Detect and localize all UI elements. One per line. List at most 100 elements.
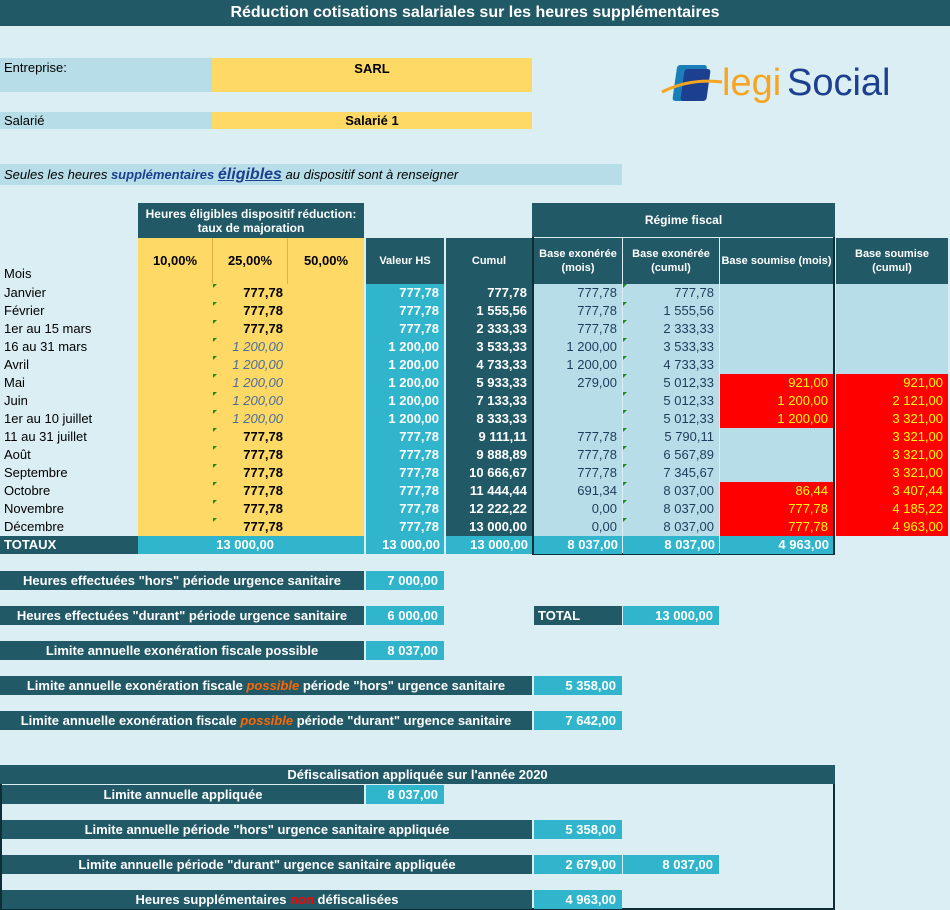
cell-cumul: 9 111,11 [446, 428, 532, 446]
cell-bsc: 3 321,00 [836, 464, 948, 482]
bem-column-bg [534, 284, 622, 536]
cell-r25[interactable]: 1 200,00 [232, 375, 283, 390]
cell-r25[interactable]: 777,78 [243, 303, 283, 318]
cell-valeur: 1 200,00 [366, 356, 444, 374]
salarie-value: Salarié 1 [345, 113, 399, 128]
legisocial-logo: legi Social [660, 60, 930, 110]
cell-r25[interactable]: 777,78 [243, 285, 283, 300]
comment-marker-icon [213, 410, 217, 414]
comment-marker-icon [213, 356, 217, 360]
cell-bem: 1 200,00 [566, 357, 617, 372]
defisc-lh-value: 5 358,00 [534, 820, 622, 839]
comment-marker-icon [623, 392, 627, 396]
cell-mois: 1er au 15 mars [4, 321, 92, 336]
cell-bsc [836, 356, 948, 374]
header-base-soumise-mois: Base soumise (mois) [720, 238, 833, 284]
durant-value: 6 000,00 [366, 606, 444, 625]
defisc-ld-total: 8 037,00 [623, 855, 719, 874]
comment-marker-icon [213, 428, 217, 432]
limite-hors-text-2: possible [246, 678, 300, 693]
cell-r25[interactable]: 777,78 [243, 465, 283, 480]
salarie-input[interactable]: Salarié 1 [212, 112, 532, 129]
cell-bem: 0,00 [591, 519, 617, 534]
comment-marker-icon [213, 392, 217, 396]
totals-cumul: 13 000,00 [446, 536, 532, 554]
limite-value: 8 037,00 [366, 641, 444, 660]
cell-bem [534, 410, 622, 428]
cell-bsm: 777,78 [720, 500, 833, 518]
cell-bsm: 1 200,00 [720, 392, 833, 410]
limite-hors-text-1: Limite annuelle exonération fiscale [26, 678, 247, 693]
cell-mois: Février [4, 303, 45, 318]
cell-cumul: 1 555,56 [446, 302, 532, 320]
defisc-frame [0, 765, 835, 910]
cell-r25[interactable]: 777,78 [243, 501, 283, 516]
cell-bec: 8 037,00 [663, 483, 714, 498]
cell-bec: 5 790,11 [664, 429, 714, 444]
cell-r25[interactable]: 777,78 [243, 447, 283, 462]
cell-r25[interactable]: 777,78 [243, 321, 283, 336]
cell-valeur: 777,78 [366, 464, 444, 482]
cell-bec: 7 345,67 [663, 465, 714, 480]
comment-marker-icon [213, 284, 217, 288]
cell-r25[interactable]: 777,78 [243, 429, 283, 444]
cell-bec: 777,78 [674, 285, 714, 300]
defisc-hs-text-3: défiscalisées [313, 892, 399, 907]
cell-bem: 777,78 [577, 303, 617, 318]
cell-mois: Mai [4, 375, 25, 390]
cell-bec: 1 555,56 [663, 303, 714, 318]
defisc-la-label: Limite annuelle appliquée [2, 785, 364, 804]
logo-text-social: Social [787, 62, 891, 104]
comment-marker-icon [623, 374, 627, 378]
notice-text-3: éligibles [217, 166, 282, 183]
cell-bsm [720, 356, 833, 374]
defisc-la-value: 8 037,00 [366, 785, 444, 804]
comment-marker-icon [623, 356, 627, 360]
cell-r25[interactable]: 1 200,00 [232, 393, 283, 408]
cell-bec: 5 012,33 [663, 393, 714, 408]
cell-mois: 1er au 10 juillet [4, 411, 93, 426]
cell-r25[interactable]: 777,78 [243, 519, 283, 534]
salarie-label-cell: Salarié [0, 112, 212, 129]
logo-mark-icon [661, 65, 723, 101]
cell-cumul: 8 333,33 [446, 410, 532, 428]
cell-bem: 1 200,00 [566, 339, 617, 354]
limite-durant-label: Limite annuelle exonération fiscale poss… [0, 711, 532, 730]
cell-mois: Août [4, 447, 31, 462]
limite-label: Limite annuelle exonération fiscale poss… [0, 641, 364, 660]
limite-durant-text-3: période "durant" urgence sanitaire [293, 713, 512, 728]
cell-bec: 8 037,00 [663, 519, 714, 534]
eligible-hours-area [138, 284, 364, 536]
cell-bem: 691,34 [577, 483, 617, 498]
entreprise-label: Entreprise: [4, 60, 67, 75]
page-title: Réduction cotisations salariales sur les… [0, 0, 950, 26]
totals-bem: 8 037,00 [534, 536, 622, 554]
cell-cumul: 9 888,89 [446, 446, 532, 464]
defisc-ld-label: Limite annuelle période "durant" urgence… [2, 855, 532, 874]
comment-marker-icon [623, 482, 627, 486]
cell-valeur: 1 200,00 [366, 410, 444, 428]
cell-mois: Septembre [4, 465, 68, 480]
cell-r25[interactable]: 1 200,00 [232, 411, 283, 426]
cell-cumul: 11 444,44 [446, 482, 532, 500]
cell-bsc: 3 321,00 [836, 428, 948, 446]
cell-valeur: 777,78 [366, 320, 444, 338]
cell-r25[interactable]: 1 200,00 [232, 357, 283, 372]
cell-bsm [720, 338, 833, 356]
cell-r25[interactable]: 777,78 [243, 483, 283, 498]
header-rate-25: 25,00% [213, 238, 288, 284]
entreprise-input[interactable]: SARL [212, 58, 532, 92]
cell-bsm [720, 302, 833, 320]
cell-bsm [720, 464, 833, 482]
cell-bsc: 3 321,00 [836, 446, 948, 464]
cell-mois: Juin [4, 393, 28, 408]
limite-hors-text-3: période "hors" urgence sanitaire [299, 678, 506, 693]
defisc-hs-value: 4 963,00 [534, 890, 622, 909]
header-base-soumise-cumul: Base soumise (cumul) [836, 238, 948, 284]
header-rate-50: 50,00% [288, 238, 364, 284]
cell-r25[interactable]: 1 200,00 [232, 339, 283, 354]
header-regime-fiscal: Régime fiscal [532, 203, 835, 237]
cell-valeur: 1 200,00 [366, 338, 444, 356]
cell-bem [534, 392, 622, 410]
cell-bem: 777,78 [577, 465, 617, 480]
